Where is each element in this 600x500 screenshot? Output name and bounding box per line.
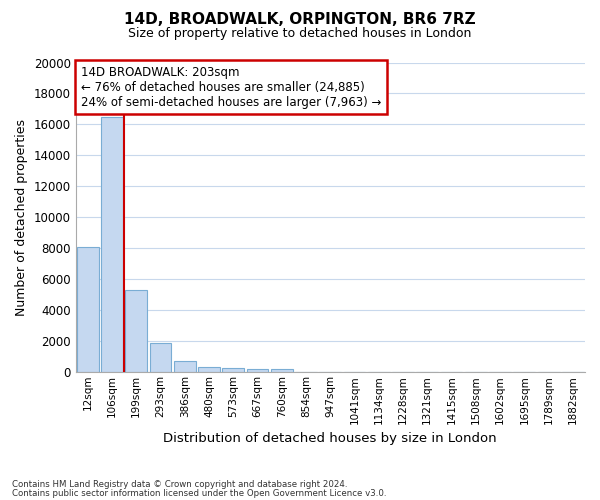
Bar bbox=[247, 369, 268, 372]
Text: 14D BROADWALK: 203sqm
← 76% of detached houses are smaller (24,885)
24% of semi-: 14D BROADWALK: 203sqm ← 76% of detached … bbox=[80, 66, 381, 108]
Bar bbox=[174, 360, 196, 372]
Y-axis label: Number of detached properties: Number of detached properties bbox=[15, 119, 28, 316]
Bar bbox=[223, 368, 244, 372]
Text: Size of property relative to detached houses in London: Size of property relative to detached ho… bbox=[128, 28, 472, 40]
Bar bbox=[77, 246, 98, 372]
Text: Contains public sector information licensed under the Open Government Licence v3: Contains public sector information licen… bbox=[12, 488, 386, 498]
Text: 14D, BROADWALK, ORPINGTON, BR6 7RZ: 14D, BROADWALK, ORPINGTON, BR6 7RZ bbox=[124, 12, 476, 28]
Bar bbox=[101, 116, 123, 372]
Bar bbox=[271, 369, 293, 372]
Bar bbox=[149, 344, 172, 372]
Text: Contains HM Land Registry data © Crown copyright and database right 2024.: Contains HM Land Registry data © Crown c… bbox=[12, 480, 347, 489]
Bar bbox=[198, 366, 220, 372]
Bar bbox=[125, 290, 147, 372]
X-axis label: Distribution of detached houses by size in London: Distribution of detached houses by size … bbox=[163, 432, 497, 445]
